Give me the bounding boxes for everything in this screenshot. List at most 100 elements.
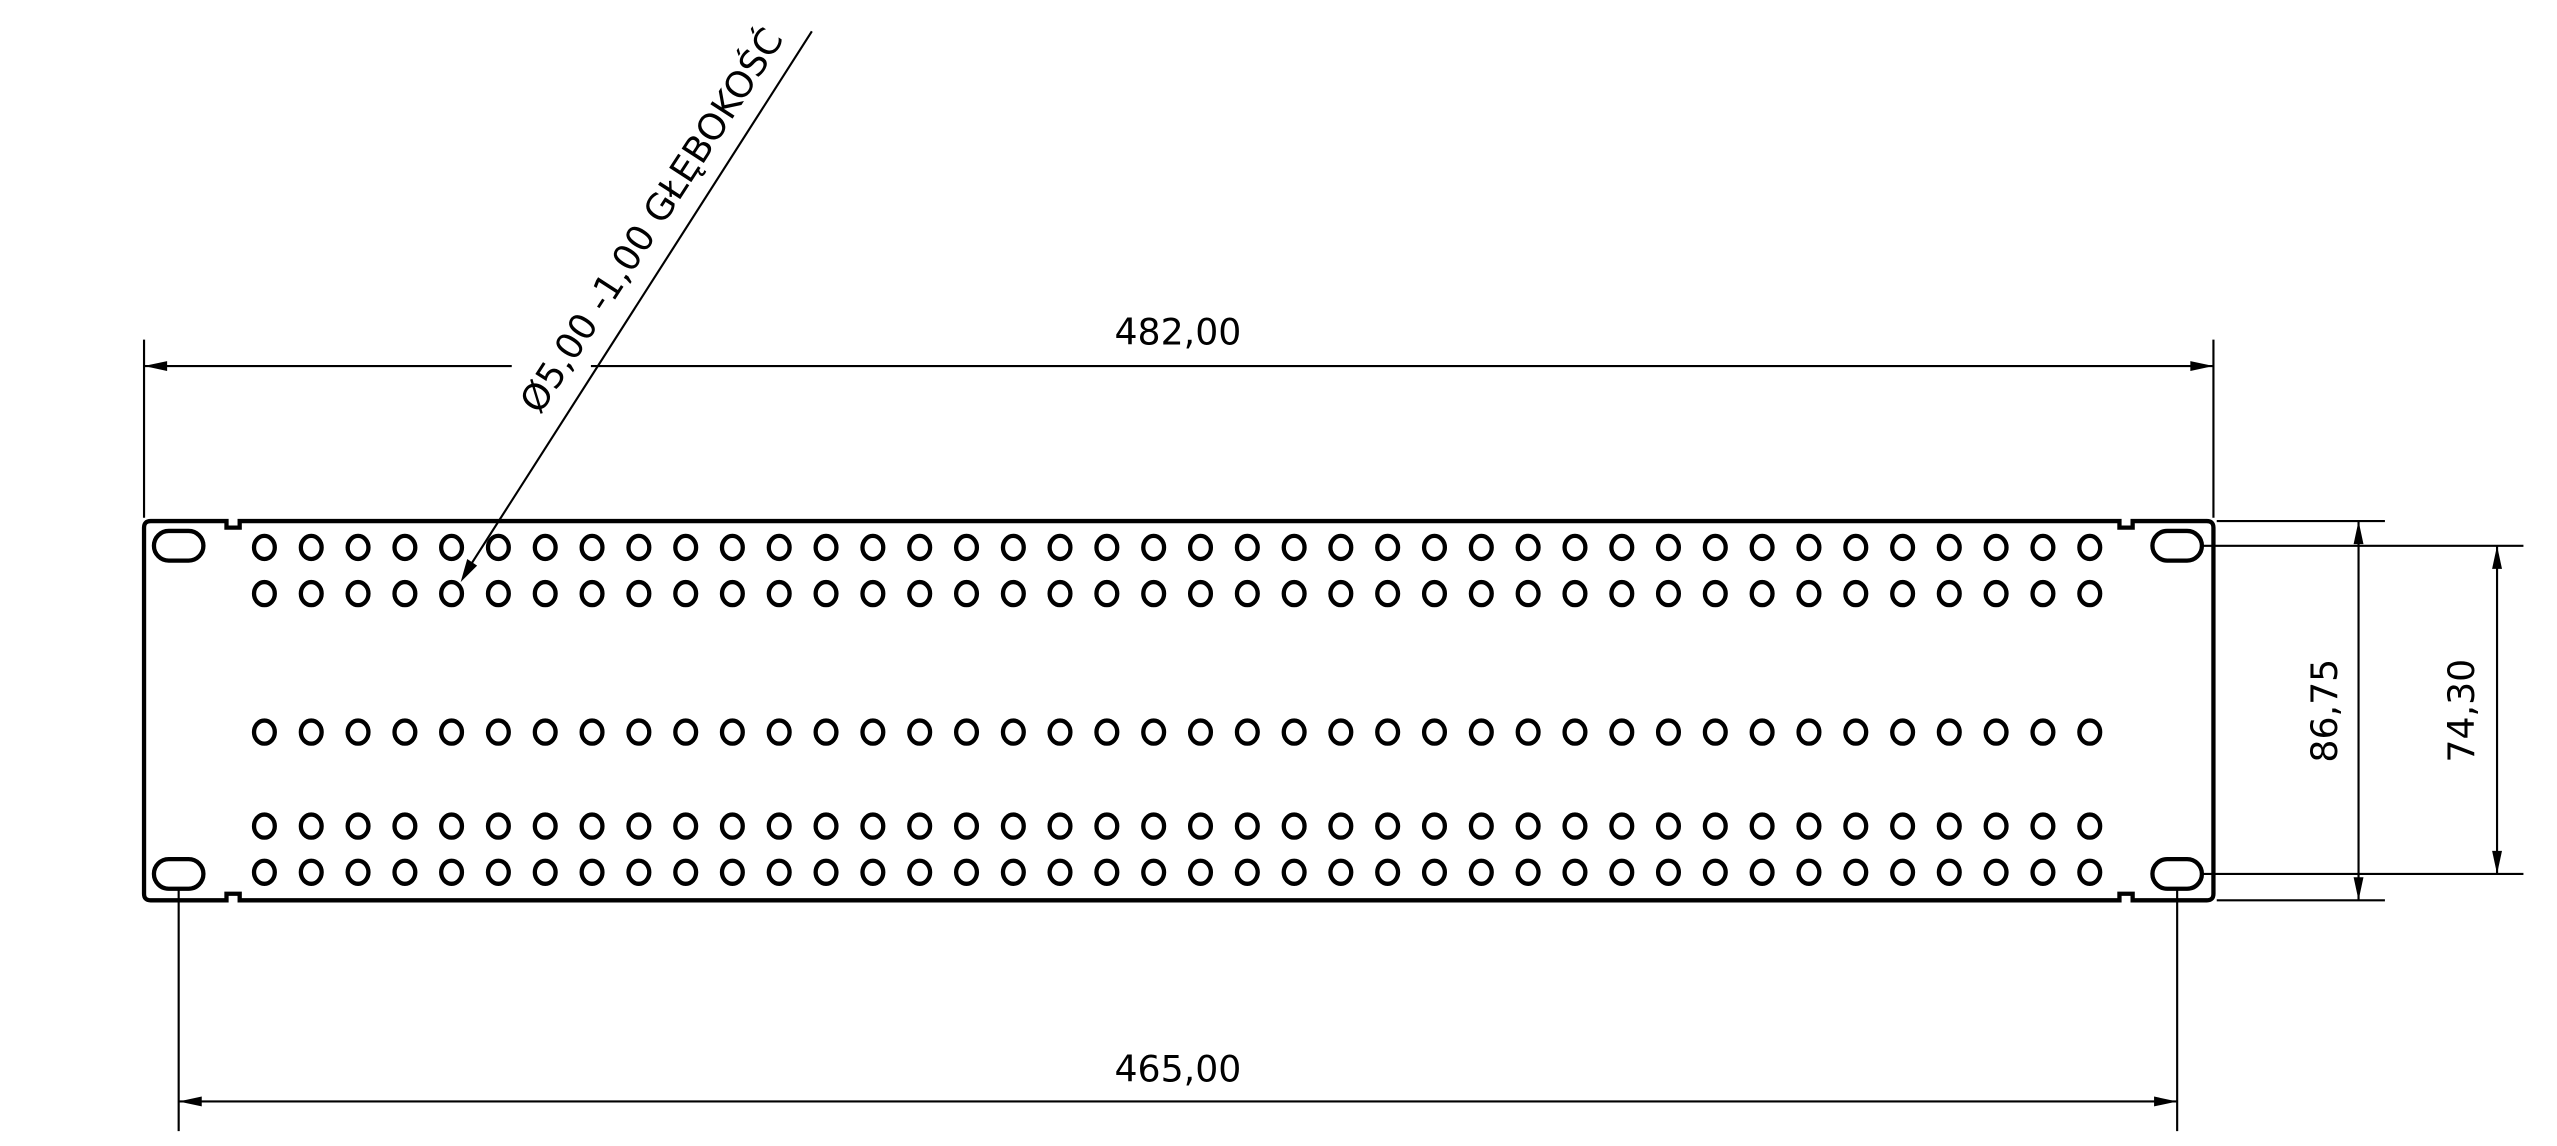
hole	[860, 718, 886, 746]
hole	[766, 579, 792, 608]
hole	[345, 858, 371, 886]
hole	[2077, 579, 2103, 608]
hole	[1468, 812, 1494, 840]
hole	[1468, 533, 1494, 562]
panel-outline	[141, 518, 2216, 903]
hole	[766, 533, 792, 562]
hole	[532, 858, 558, 886]
hole	[1843, 812, 1869, 840]
hole	[1655, 533, 1682, 562]
hole	[1515, 718, 1541, 746]
hole	[1749, 579, 1775, 608]
hole	[1609, 718, 1635, 746]
hole	[673, 533, 699, 562]
hole	[1421, 579, 1448, 608]
hole	[251, 858, 277, 886]
hole	[626, 533, 652, 562]
hole	[1094, 718, 1120, 746]
hole	[392, 718, 418, 746]
hole	[1421, 533, 1448, 562]
hole	[907, 579, 933, 608]
hole	[1421, 718, 1448, 746]
hole	[2077, 718, 2103, 746]
hole	[1983, 858, 2009, 886]
hole	[251, 812, 277, 840]
hole	[485, 533, 511, 562]
mounting-slot-bottom-left	[151, 856, 206, 891]
mounting-slot-top-right	[2150, 528, 2205, 563]
hole	[1281, 718, 1307, 746]
hole	[2030, 533, 2056, 562]
hole	[1000, 812, 1026, 840]
hole	[719, 858, 745, 886]
hole	[485, 718, 511, 746]
hole	[1983, 812, 2009, 840]
hole	[1843, 579, 1869, 608]
hole	[298, 812, 324, 840]
hole	[1000, 858, 1026, 886]
dimension-label-mounting-hole-vertical-spacing: 74,30	[2440, 659, 2483, 763]
hole	[953, 812, 980, 840]
hole	[485, 812, 511, 840]
hole	[2030, 812, 2056, 840]
hole-callout-label: Ø5,00 -1,00 GŁĘBOKOŚĆ	[511, 20, 792, 420]
hole	[1936, 533, 1962, 562]
hole	[251, 579, 277, 608]
hole	[1187, 579, 1214, 608]
hole	[1234, 533, 1260, 562]
hole	[1702, 718, 1728, 746]
hole	[1796, 533, 1822, 562]
hole	[532, 812, 558, 840]
mounting-slot-bottom-right	[2150, 856, 2205, 891]
hole	[1141, 858, 1167, 886]
hole	[813, 812, 839, 840]
hole	[1234, 579, 1260, 608]
dimension-mounting-hole-spacing: 465,00	[177, 890, 2179, 1132]
hole	[860, 579, 886, 608]
hole	[1983, 579, 2009, 608]
hole	[1562, 718, 1588, 746]
hole	[1000, 533, 1026, 562]
hole	[813, 718, 839, 746]
hole	[1749, 812, 1775, 840]
hole	[673, 718, 699, 746]
hole	[860, 812, 886, 840]
hole	[2030, 858, 2056, 886]
hole	[1562, 533, 1588, 562]
hole	[1328, 812, 1354, 840]
hole	[766, 812, 792, 840]
hole	[1328, 579, 1354, 608]
hole	[1000, 579, 1026, 608]
hole	[953, 858, 980, 886]
hole	[1609, 579, 1635, 608]
hole	[1702, 579, 1728, 608]
dimension-label-overall-width: 482,00	[1114, 311, 1241, 354]
hole-callout-leader: Ø5,00 -1,00 GŁĘBOKOŚĆ	[460, 20, 813, 583]
hole	[1562, 579, 1588, 608]
hole	[1281, 858, 1307, 886]
hole-grid	[251, 533, 2103, 886]
hole	[298, 579, 324, 608]
hole	[719, 718, 745, 746]
hole	[1890, 718, 1916, 746]
hole	[1187, 858, 1214, 886]
hole	[439, 579, 465, 608]
hole	[1796, 812, 1822, 840]
hole	[298, 533, 324, 562]
hole	[1655, 812, 1682, 840]
hole	[766, 718, 792, 746]
hole	[1515, 579, 1541, 608]
hole	[907, 812, 933, 840]
hole	[953, 579, 980, 608]
hole	[439, 533, 465, 562]
hole	[532, 533, 558, 562]
hole	[1328, 718, 1354, 746]
hole	[1047, 579, 1073, 608]
hole	[485, 579, 511, 608]
hole	[1375, 858, 1401, 886]
hole	[1468, 579, 1494, 608]
hole	[298, 718, 324, 746]
hole	[1094, 812, 1120, 840]
hole	[907, 858, 933, 886]
